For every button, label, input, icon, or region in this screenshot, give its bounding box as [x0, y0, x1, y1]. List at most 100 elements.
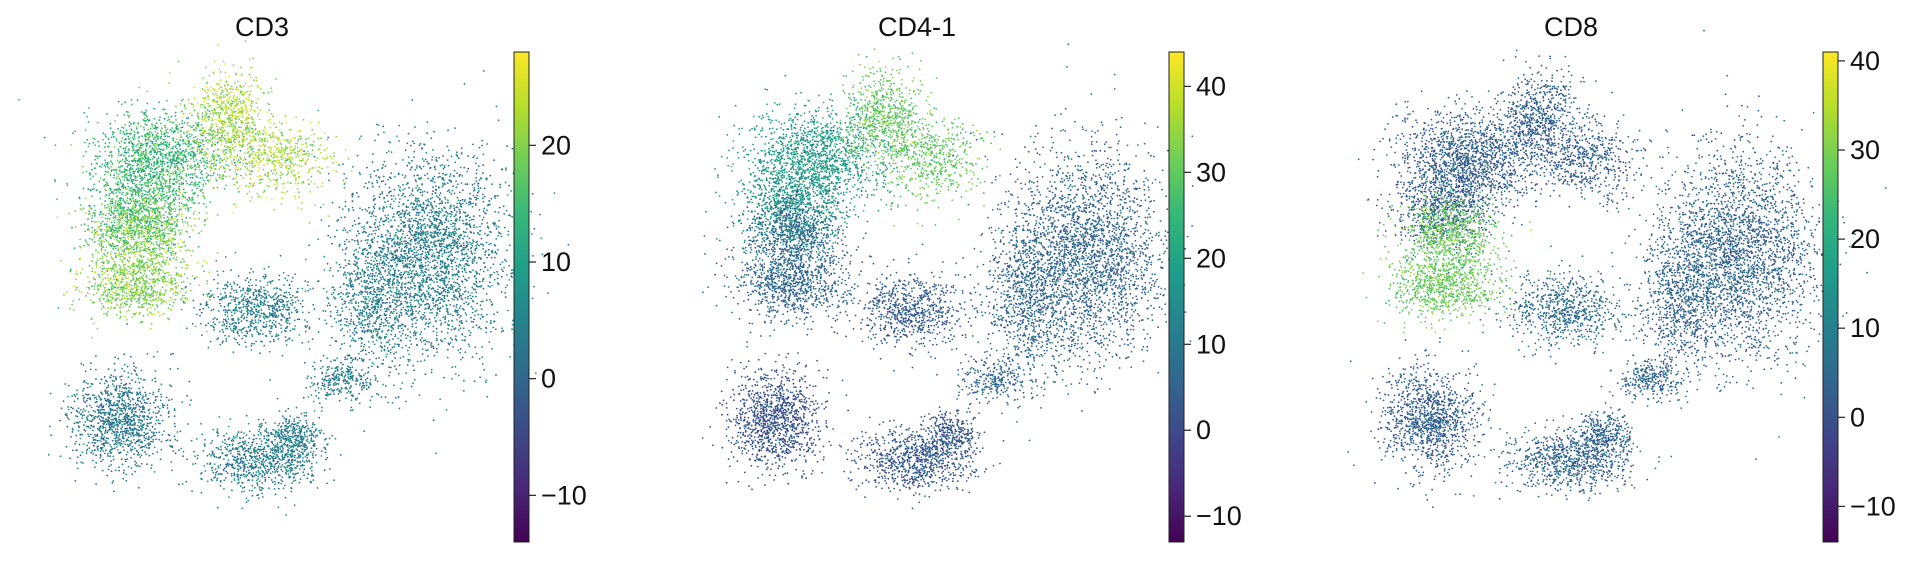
scatter-point [107, 252, 109, 254]
scatter-point [147, 139, 149, 141]
scatter-point [165, 142, 167, 144]
scatter-point [124, 101, 126, 103]
scatter-point [297, 188, 299, 190]
scatter-point [333, 152, 335, 154]
scatter-point [282, 157, 284, 159]
scatter-point [154, 221, 156, 223]
scatter-point [265, 131, 267, 133]
scatter-point [137, 132, 139, 134]
scatter-point [118, 173, 120, 175]
scatter-point [72, 300, 74, 302]
scatter-point [249, 135, 251, 137]
scatter-point [182, 139, 184, 141]
scatter-point [211, 155, 213, 157]
scatter-point [112, 224, 114, 226]
scatter-point [110, 236, 112, 238]
scatter-point [142, 298, 144, 300]
scatter-point [94, 138, 96, 140]
scatter-point [228, 100, 230, 102]
scatter-point [315, 167, 317, 169]
scatter-point [255, 152, 257, 154]
scatter-point [275, 126, 277, 128]
scatter-point [311, 153, 313, 155]
scatter-point [121, 154, 123, 156]
scatter-point [160, 154, 162, 156]
scatter-point [196, 187, 198, 189]
scatter-point [150, 196, 152, 198]
scatter-point [175, 119, 177, 121]
scatter-point [124, 161, 126, 163]
scatter-point [199, 152, 201, 154]
scatter-point [168, 191, 170, 193]
scatter-point [151, 123, 153, 125]
scatter-point [143, 294, 145, 296]
scatter-point [232, 89, 234, 91]
scatter-point [190, 290, 192, 292]
scatter-point [249, 126, 251, 128]
scatter-point [157, 144, 159, 146]
scatter-point [209, 134, 211, 136]
scatter-point [196, 150, 198, 152]
scatter-point [226, 146, 228, 148]
scatter-point [313, 141, 315, 143]
scatter-point [111, 256, 113, 258]
scatter-point [202, 88, 204, 90]
scatter-point [260, 145, 262, 147]
scatter-point [222, 140, 224, 142]
scatter-point [171, 217, 173, 219]
scatter-point [249, 142, 251, 144]
scatter-point [223, 101, 225, 103]
scatter-point [155, 294, 157, 296]
scatter-point [189, 125, 191, 127]
scatter-point [114, 202, 116, 204]
scatter-point [164, 135, 166, 137]
scatter-point [141, 151, 143, 153]
scatter-point [104, 249, 106, 251]
scatter-point [146, 143, 148, 145]
scatter-point [133, 211, 135, 213]
scatter-point [121, 126, 123, 128]
scatter-point [186, 205, 188, 207]
scatter-point [168, 233, 170, 235]
scatter-point [149, 270, 151, 272]
scatter-point [219, 303, 221, 305]
scatter-point [268, 294, 270, 296]
scatter-point [155, 203, 157, 205]
scatter-point [120, 130, 122, 132]
scatter-point [138, 230, 140, 232]
scatter-point [122, 187, 124, 189]
scatter-point [153, 235, 155, 237]
scatter-point [149, 283, 151, 285]
scatter-point [245, 112, 247, 114]
scatter-point [151, 323, 153, 325]
scatter-point [143, 220, 145, 222]
scatter-point [143, 283, 145, 285]
scatter-point [153, 144, 155, 146]
scatter-point [189, 236, 191, 238]
scatter-point [132, 233, 134, 235]
scatter-point [152, 261, 154, 263]
scatter-point [98, 284, 100, 286]
scatter-point [207, 96, 209, 98]
scatter-point [226, 105, 228, 107]
scatter-point [224, 113, 226, 115]
scatter-point [161, 265, 163, 267]
scatter-point [198, 186, 200, 188]
scatter-point [242, 159, 244, 161]
scatter-point [189, 112, 191, 114]
scatter-point [131, 292, 133, 294]
scatter-point [225, 157, 227, 159]
scatter-point [109, 193, 111, 195]
scatter-point [314, 183, 316, 185]
scatter-point [153, 227, 155, 229]
scatter-point [126, 194, 128, 196]
scatter-point [257, 133, 259, 135]
scatter-point [185, 151, 187, 153]
scatter-point [309, 168, 311, 170]
scatter-point [160, 216, 162, 218]
scatter-point [149, 260, 151, 262]
scatter-point [155, 254, 157, 256]
scatter-point [129, 306, 131, 308]
scatter-point [218, 159, 220, 161]
scatter-point [247, 91, 249, 93]
